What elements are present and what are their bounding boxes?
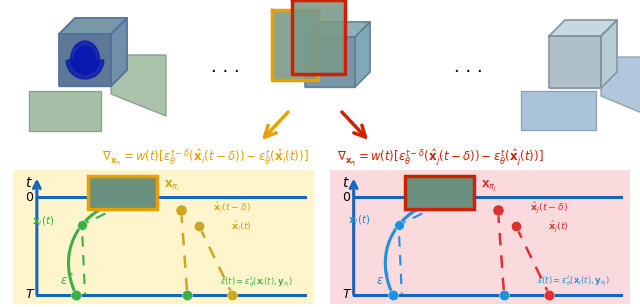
Text: $\nabla_{\mathbf{x}_{\pi_j}} = w(t)[\epsilon_\theta^{t-\delta}(\hat{\mathbf{x}}_: $\nabla_{\mathbf{x}_{\pi_j}} = w(t)[\eps… bbox=[337, 147, 543, 169]
FancyBboxPatch shape bbox=[405, 176, 474, 209]
Polygon shape bbox=[292, 0, 345, 74]
Text: $\mathbf{x}_j(t)$: $\mathbf{x}_j(t)$ bbox=[348, 214, 371, 228]
Text: $T$: $T$ bbox=[25, 288, 35, 301]
Text: · · ·: · · · bbox=[211, 63, 239, 81]
Text: $0$: $0$ bbox=[25, 191, 34, 204]
Text: $\hat{\mathbf{x}}_i(t-\delta)$: $\hat{\mathbf{x}}_i(t-\delta)$ bbox=[213, 201, 252, 215]
Text: $\mathbf{x}_{\pi_i}$: $\mathbf{x}_{\pi_i}$ bbox=[164, 179, 180, 193]
Text: $t$: $t$ bbox=[342, 176, 349, 190]
Polygon shape bbox=[111, 18, 127, 86]
Text: $\epsilon^*$: $\epsilon^*$ bbox=[60, 272, 74, 288]
Text: $\hat{\mathbf{x}}_j(t-\delta)$: $\hat{\mathbf{x}}_j(t-\delta)$ bbox=[530, 200, 568, 215]
Polygon shape bbox=[549, 20, 617, 36]
Text: $0$: $0$ bbox=[342, 191, 351, 204]
Polygon shape bbox=[305, 37, 355, 87]
Polygon shape bbox=[355, 22, 370, 87]
Polygon shape bbox=[305, 22, 370, 37]
Polygon shape bbox=[29, 91, 101, 131]
Text: · · ·: · · · bbox=[454, 63, 483, 81]
FancyBboxPatch shape bbox=[88, 176, 157, 209]
Polygon shape bbox=[601, 57, 640, 116]
Polygon shape bbox=[66, 41, 104, 79]
Polygon shape bbox=[521, 91, 596, 130]
Text: $\epsilon^*$: $\epsilon^*$ bbox=[376, 272, 391, 288]
Polygon shape bbox=[549, 36, 601, 88]
Polygon shape bbox=[111, 55, 166, 116]
Text: $T$: $T$ bbox=[342, 288, 352, 301]
Text: $\mathbf{x}_i(t)$: $\mathbf{x}_i(t)$ bbox=[31, 214, 54, 228]
Polygon shape bbox=[71, 46, 99, 74]
Text: $\epsilon(t) = \epsilon_\theta^t(\mathbf{x}_j(t), \mathbf{y}_{\pi_j})$: $\epsilon(t) = \epsilon_\theta^t(\mathbf… bbox=[537, 273, 610, 289]
Text: $\nabla_{\mathbf{x}_{\pi_i}} = w(t)[\epsilon_\theta^{t-\delta}(\hat{\mathbf{x}}_: $\nabla_{\mathbf{x}_{\pi_i}} = w(t)[\eps… bbox=[102, 148, 308, 168]
Polygon shape bbox=[601, 20, 617, 88]
Text: $\hat{\mathbf{x}}_i(t)$: $\hat{\mathbf{x}}_i(t)$ bbox=[231, 220, 252, 234]
Polygon shape bbox=[59, 18, 127, 34]
Text: $\hat{\mathbf{x}}_j(t)$: $\hat{\mathbf{x}}_j(t)$ bbox=[548, 219, 568, 234]
Text: $\epsilon(t) = \epsilon_\theta^t(\mathbf{x}_i(t), \mathbf{y}_{\pi_i})$: $\epsilon(t) = \epsilon_\theta^t(\mathbf… bbox=[220, 274, 293, 289]
Text: $\mathbf{x}_{\pi_j}$: $\mathbf{x}_{\pi_j}$ bbox=[481, 179, 497, 194]
Polygon shape bbox=[59, 34, 111, 86]
Polygon shape bbox=[272, 10, 318, 80]
Text: $t$: $t$ bbox=[25, 176, 33, 190]
